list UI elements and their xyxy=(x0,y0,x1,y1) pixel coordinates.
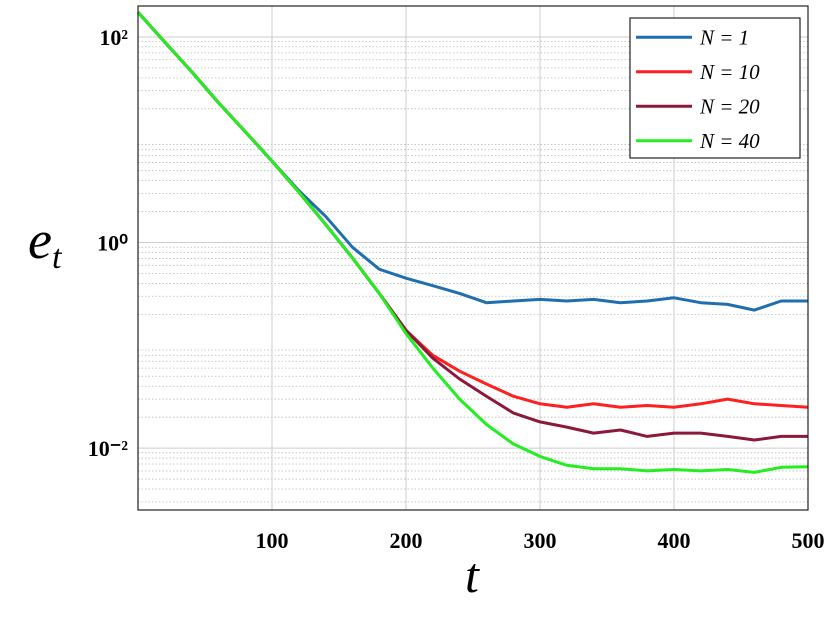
y-tick-label: 10² xyxy=(99,25,128,50)
series-line xyxy=(136,11,809,474)
legend-label: N = 10 xyxy=(699,60,760,84)
legend-label: N = 1 xyxy=(699,25,749,49)
plot-frame xyxy=(137,5,809,511)
legend-label: N = 40 xyxy=(699,129,760,153)
y-axis-label: et xyxy=(28,210,63,276)
x-tick-label: 500 xyxy=(792,528,825,553)
x-tick-label: 400 xyxy=(658,528,691,553)
x-tick-label: 300 xyxy=(524,528,557,553)
y-axis-label-base: e xyxy=(28,210,52,270)
legend-label: N = 20 xyxy=(699,94,760,118)
x-tick-label: 200 xyxy=(390,528,423,553)
x-tick-label: 100 xyxy=(256,528,289,553)
y-axis-label-subscript: t xyxy=(52,239,63,276)
y-tick-label: 10⁰ xyxy=(97,231,128,256)
legend: N = 1 N = 10 N = 20 N = 40 xyxy=(629,17,801,159)
y-tick-label: 10⁻² xyxy=(88,436,129,461)
x-axis-label: t xyxy=(465,547,480,603)
legend-box xyxy=(629,17,801,159)
